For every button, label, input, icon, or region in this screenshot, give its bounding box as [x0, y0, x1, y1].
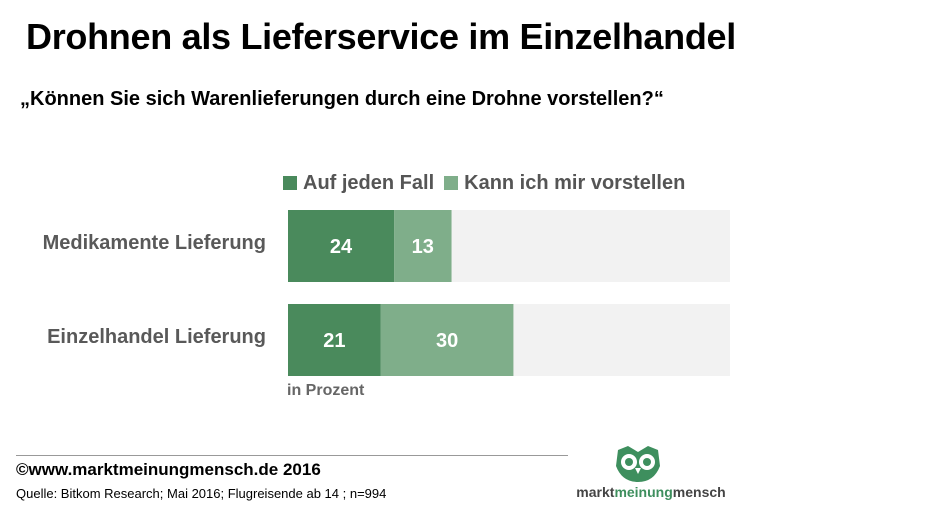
brand-logo: marktmeinungmensch [566, 444, 736, 506]
owl-icon [616, 446, 660, 482]
legend-label-kann-ich-mir-vorstellen: Kann ich mir vorstellen [464, 171, 686, 194]
legend-swatch-kann-ich-mir-vorstellen [444, 176, 459, 190]
legend-item-kann-ich-mir-vorstellen: Kann ich mir vorstellen [444, 172, 685, 195]
bar-segment-0-1 [394, 210, 452, 282]
logo-text-meinung: meinung [614, 484, 673, 500]
legend: Auf jeden Fall Kann ich mir vorstellen [283, 170, 695, 196]
data-label-1-1: 30 [436, 330, 458, 352]
footer-divider [16, 455, 568, 456]
category-label-einzelhandel: Einzelhandel Lieferung [47, 326, 266, 348]
logo-text-markt: markt [576, 484, 615, 500]
legend-item-auf-jeden-fall: Auf jeden Fall [283, 172, 434, 195]
data-label-1-0: 21 [323, 330, 345, 352]
chart-subtitle: „Können Sie sich Warenlieferungen durch … [20, 88, 664, 110]
logo-text-mensch: mensch [672, 484, 726, 500]
data-label-0-0: 24 [330, 236, 353, 258]
logo-wordmark: marktmeinungmensch [566, 484, 736, 500]
data-label-0-1: 13 [412, 236, 434, 258]
source-text: Quelle: Bitkom Research; Mai 2016; Flugr… [16, 486, 387, 501]
category-label-medikamente: Medikamente Lieferung [42, 232, 266, 254]
legend-label-auf-jeden-fall: Auf jeden Fall [303, 171, 435, 194]
copyright-text: ©www.marktmeinungmensch.de 2016 [16, 460, 321, 479]
bar-segment-1-1 [380, 304, 514, 376]
legend-swatch-auf-jeden-fall [283, 176, 297, 190]
chart-title: Drohnen als Lieferservice im Einzelhande… [26, 16, 736, 57]
bar-segment-0-0 [288, 210, 395, 282]
bar-segment-1-0 [288, 304, 381, 376]
unit-note: in Prozent [287, 382, 365, 399]
